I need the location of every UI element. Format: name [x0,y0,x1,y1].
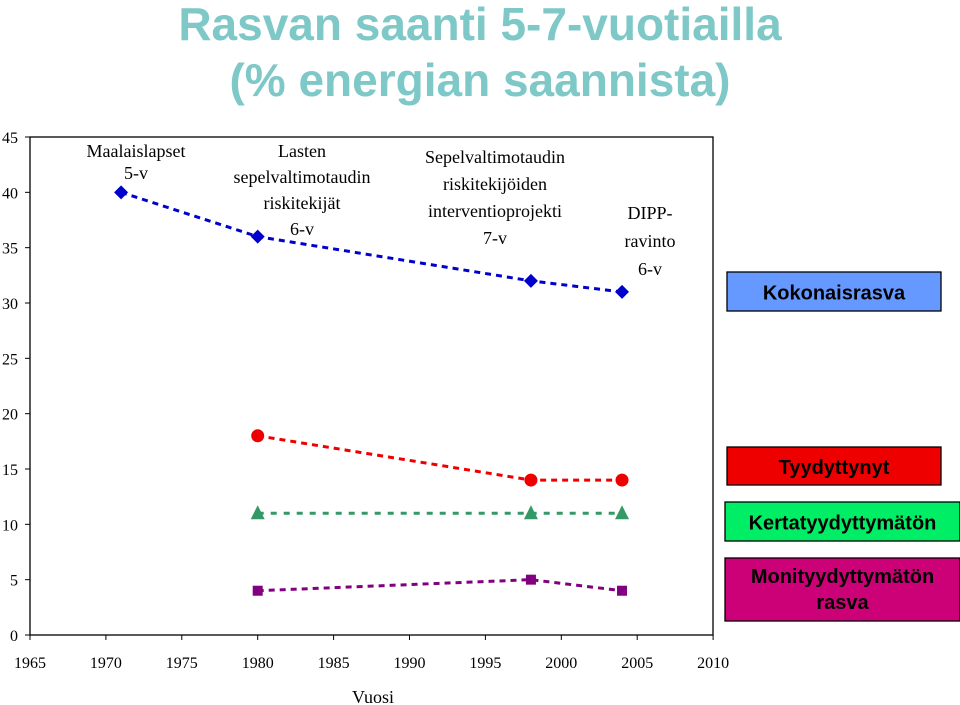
x-axis-label: Vuosi [352,687,394,705]
y-tick-label: 45 [2,130,18,147]
annotation-lasten: Lasten sepelvaltimotaudin riskitekijät 6-v [234,141,371,239]
x-tick-label: 1990 [394,655,426,672]
y-tick-label: 25 [2,351,18,368]
data-point-triangle [250,505,265,520]
legend-box-3 [724,557,960,622]
annotation-line: ravinto [625,231,676,251]
annotation-line: Lasten [278,141,326,161]
annotation-line: riskitekijät [264,193,341,213]
legend-label: Monityydyttymätön [751,566,934,588]
x-tick-label: 2000 [545,655,577,672]
legend-box-2 [724,501,960,542]
y-tick-label: 10 [2,517,18,534]
data-point-diamond [523,273,538,288]
annotation-line: 6-v [290,219,314,239]
series-line-1 [257,434,623,482]
legend-label: Kertatyydyttymätön [749,513,937,535]
y-tick-label: 35 [2,241,18,258]
legend-label: rasva [816,592,869,614]
x-tick-label: 1995 [469,655,501,672]
annotation-line: riskitekijöiden [443,174,547,194]
y-tick-label: 40 [2,185,18,202]
data-point-square [617,585,628,596]
annotation-line: 7-v [483,228,507,248]
y-tick-label: 30 [2,296,18,313]
data-point-diamond [114,185,129,200]
annotation-line: sepelvaltimotaudin [234,167,371,187]
annotation-line: 6-v [638,259,662,279]
chart-title-line-1: Rasvan saanti 5-7-vuotiailla [178,0,782,50]
annotation-line: Sepelvaltimotaudin [425,147,565,167]
annotation-sepel: Sepelvaltimotaudin riskitekijöiden interve… [425,147,565,248]
x-tick-label: 1980 [242,655,274,672]
x-tick-label: 1985 [318,655,350,672]
x-tick-label: 1965 [14,655,46,672]
annotation-line: Maalaislapset [87,141,186,161]
x-tick-label: 2010 [697,655,729,672]
plot-area [29,136,714,636]
data-point-circle [615,473,629,487]
data-point-triangle [615,505,630,520]
data-point-circle [251,429,265,443]
x-tick-label: 1975 [166,655,198,672]
y-tick-label: 20 [2,407,18,424]
legend-box-0 [726,271,942,312]
chart-title-line-2: (% energian saannista) [229,54,731,106]
y-tick-label: 15 [2,462,18,479]
x-tick-label: 1970 [90,655,122,672]
legend-label: Kokonaisrasva [763,283,906,305]
y-tick-label: 0 [10,628,18,645]
x-tick-label: 2005 [621,655,653,672]
y-tick-label: 5 [10,573,18,590]
data-point-diamond [615,284,630,299]
series-line-0 [120,190,623,294]
legend-label: Tyydyttynyt [779,457,890,479]
annotation-dipp: DIPP-ravinto 6-v [625,203,676,279]
annotation-line: DIPP- [627,203,672,223]
annotation-line: 5-v [124,163,148,183]
series-line-3 [257,578,623,593]
data-point-triangle [523,505,538,520]
annotation-line: interventioprojekti [428,201,562,221]
data-point-circle [524,473,538,487]
data-point-diamond [250,229,265,244]
data-point-square [525,574,536,585]
annotation-maalais: Maalaislapset 5-v [87,141,186,183]
legend-box-1 [726,446,942,486]
data-point-square [252,585,263,596]
